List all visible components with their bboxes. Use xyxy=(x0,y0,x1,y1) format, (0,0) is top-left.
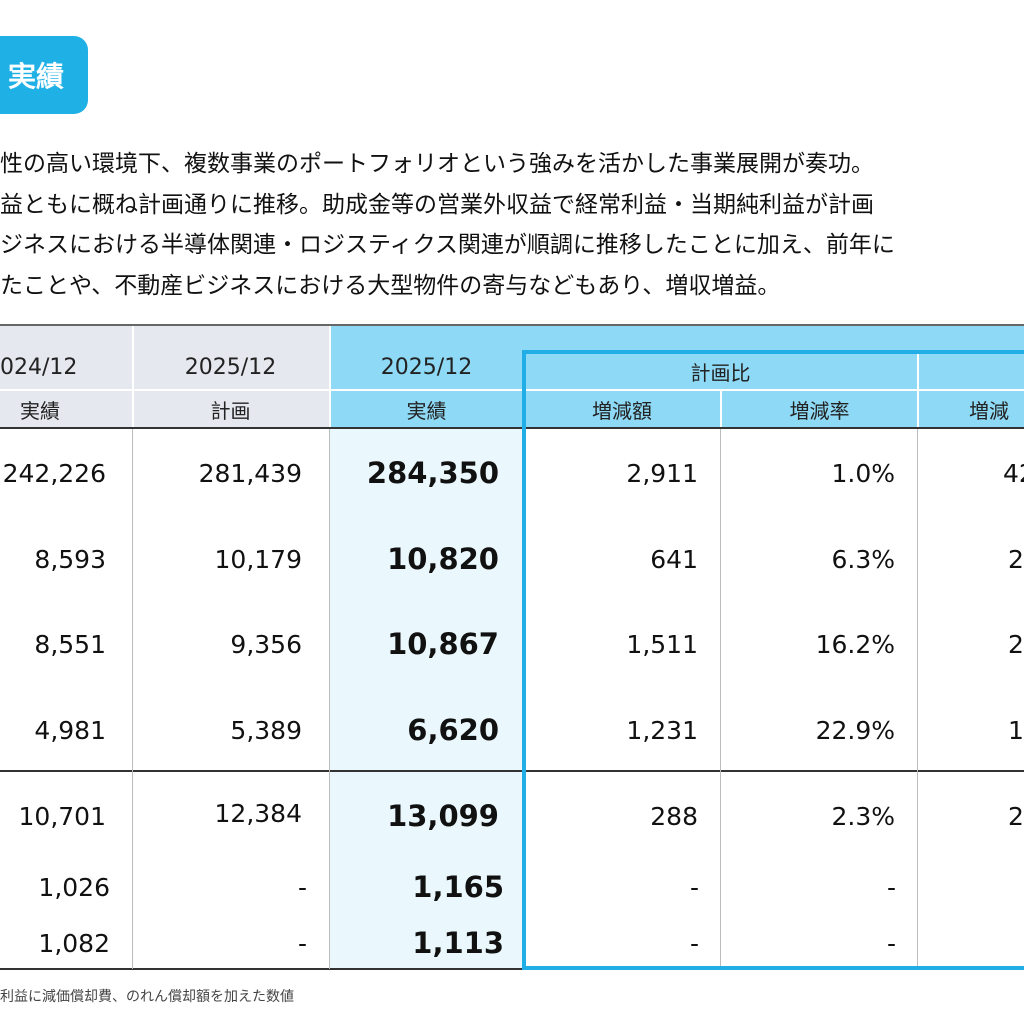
cell-actual: 1,113 xyxy=(412,926,504,960)
header-sub-actual: 実績 xyxy=(406,398,447,423)
cell-plan-diff: 2,911 xyxy=(626,459,698,488)
cell-plan-rate: 22.9% xyxy=(815,716,895,745)
cell-plan: 9,356 xyxy=(230,630,302,659)
cell-plan-diff: 1,231 xyxy=(626,716,698,745)
cell-plan: 281,439 xyxy=(198,459,302,488)
cell-plan: - xyxy=(297,873,307,902)
cell-prev: 1,026 xyxy=(38,873,110,902)
cell-plan-rate: 16.2% xyxy=(815,630,895,659)
header-plan-compare: 計画比 xyxy=(690,361,751,385)
cell-plan-diff: - xyxy=(689,873,699,902)
cell-actual: 13,099 xyxy=(387,799,499,833)
cell-prev: 8,593 xyxy=(34,545,106,574)
header-bg-prev xyxy=(0,325,132,427)
header-bg-compare xyxy=(524,325,1024,427)
cell-yoy: 2 xyxy=(1008,545,1024,574)
cell-actual: 6,620 xyxy=(407,713,499,747)
cell-prev: 10,701 xyxy=(18,802,106,831)
cell-plan-rate: 6.3% xyxy=(831,545,895,574)
cell-plan-rate: 1.0% xyxy=(831,459,895,488)
section-rule xyxy=(0,770,1024,772)
header-plan-rate: 増減率 xyxy=(789,398,850,423)
cell-yoy: 2 xyxy=(1008,802,1024,831)
header-bg-actual xyxy=(329,325,524,427)
section-badge: 実績 xyxy=(0,36,88,114)
comparison-highlight-box xyxy=(522,350,1024,970)
cell-prev: 4,981 xyxy=(34,716,106,745)
cell-prev: 1,082 xyxy=(38,929,110,958)
summary-line: たことや、不動産ビジネスにおける大型物件の寄与などもあり、増収増益。 xyxy=(0,272,781,299)
header-plan-diff: 増減額 xyxy=(592,398,652,423)
cell-plan: - xyxy=(297,929,307,958)
header-period-plan: 2025/12 xyxy=(184,354,277,380)
cell-plan-diff: 1,511 xyxy=(626,630,698,659)
cell-plan: 5,389 xyxy=(230,716,302,745)
header-period-prev: 024/12 xyxy=(0,354,78,380)
table-top-rule xyxy=(0,324,1024,326)
cell-prev: 242,226 xyxy=(2,459,106,488)
summary-line: 性の高い環境下、複数事業のポートフォリオという強みを活かした事業展開が奏功。 xyxy=(0,151,874,177)
cell-plan-diff: 288 xyxy=(650,802,698,831)
header-bottom-rule xyxy=(0,427,1024,429)
cell-plan-diff: - xyxy=(689,929,699,958)
footnote: 利益に減価償却費、のれん償却額を加えた数値 xyxy=(0,989,294,1005)
header-period-actual: 2025/12 xyxy=(380,354,473,380)
actual-column-bg xyxy=(329,427,524,969)
summary-line: ジネスにおける半導体関連・ロジスティクス関連が順調に推移したことに加え、前年に xyxy=(0,232,895,258)
header-yoy-diff: 増減 xyxy=(969,398,1009,423)
cell-actual: 284,350 xyxy=(366,456,499,490)
cell-plan-rate: - xyxy=(886,929,896,958)
cell-actual: 10,867 xyxy=(387,627,499,661)
summary-text: 性の高い環境下、複数事業のポートフォリオという強みを活かした事業展開が奏功。 益… xyxy=(0,144,1024,306)
cell-plan-rate: - xyxy=(886,873,896,902)
summary-line: 益ともに概ね計画通りに推移。助成金等の営業外収益で経常利益・当期純利益が計画 xyxy=(0,191,874,218)
cell-plan-diff: 641 xyxy=(650,545,698,574)
header-sub-plan: 計画 xyxy=(210,398,251,423)
cell-yoy: 2 xyxy=(1008,630,1024,659)
cell-plan: 10,179 xyxy=(214,545,302,574)
cell-actual: 1,165 xyxy=(412,870,504,904)
cell-plan: 12,384 xyxy=(214,799,302,828)
cell-yoy: 42 xyxy=(1003,459,1024,488)
cell-plan-rate: 2.3% xyxy=(831,802,895,831)
cell-actual: 10,820 xyxy=(387,542,499,576)
table-bottom-rule xyxy=(0,968,1024,970)
cell-prev: 8,551 xyxy=(34,630,106,659)
header-bg-plan xyxy=(132,325,329,427)
cell-yoy: 1 xyxy=(1008,716,1024,745)
header-sub-prev: 実績 xyxy=(20,398,60,423)
